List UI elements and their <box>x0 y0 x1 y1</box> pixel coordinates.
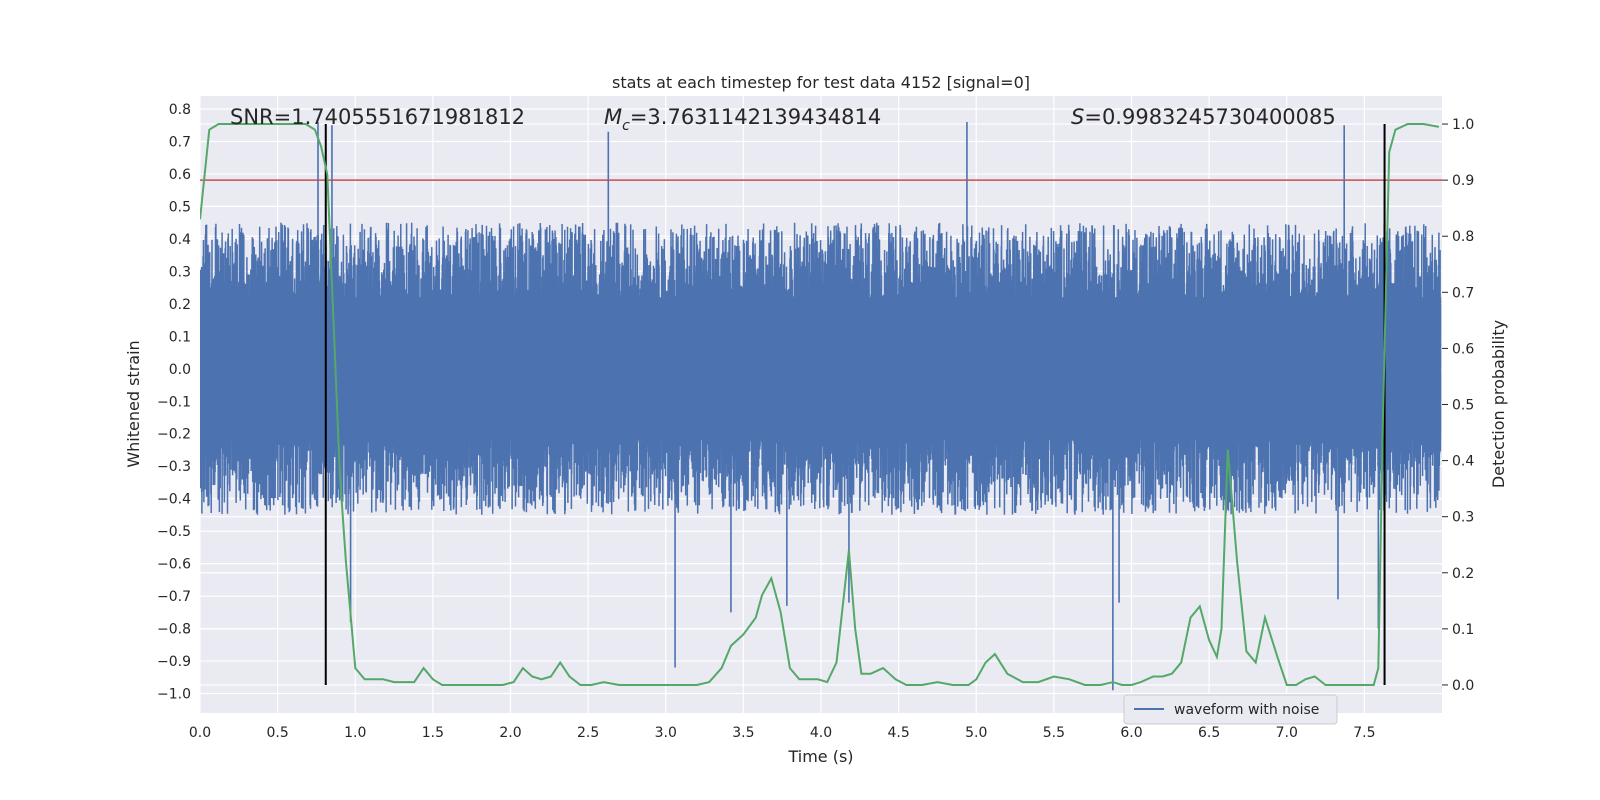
x-axis-label: Time (s) <box>787 747 853 766</box>
y-tick-label: −0.3 <box>157 459 191 475</box>
waveform-spikes <box>317 121 1380 691</box>
y-tick-label: −0.9 <box>157 654 191 670</box>
x-tick-label: 1.5 <box>422 725 444 741</box>
x-tick-label: 2.5 <box>577 725 599 741</box>
y-tick-label: 0.3 <box>169 264 191 280</box>
y2-tick-label: 0.0 <box>1452 678 1474 694</box>
y-tick-label: −0.4 <box>157 492 191 508</box>
y-tick-label: 0.0 <box>169 362 191 378</box>
y-tick-label: −0.2 <box>157 427 191 443</box>
y-ticks: −1.0 −0.9 −0.8 −0.7 −0.6 −0.5 −0.4 −0.3 −0.2 −0.1… <box>157 102 191 703</box>
chirp-mass-subscript: c <box>622 118 630 134</box>
chirp-mass-annotation: Mc=3.7631142139434814 <box>604 105 881 134</box>
y-tick-label: 0.5 <box>169 199 191 215</box>
score-value: =0.9983245730400085 <box>1084 105 1335 129</box>
y2-tick-label: 0.4 <box>1452 454 1474 470</box>
x-tick-label: 4.5 <box>887 725 909 741</box>
chirp-mass-symbol: M <box>604 105 622 129</box>
legend: waveform with noise <box>1123 694 1338 725</box>
x-tick-label: 6.0 <box>1120 725 1142 741</box>
legend-box <box>1123 694 1338 725</box>
y2-tick-label: 0.8 <box>1452 229 1474 245</box>
y-tick-label: 0.1 <box>169 329 191 345</box>
y-tick-label: −1.0 <box>157 687 191 703</box>
probability-series <box>200 123 1440 686</box>
x-tick-label: 3.5 <box>732 725 754 741</box>
x-tick-label: 3.0 <box>655 725 677 741</box>
x-tick-label: 5.0 <box>965 725 987 741</box>
y2-tick-label: 0.3 <box>1452 510 1474 526</box>
x-tick-label: 5.5 <box>1043 725 1065 741</box>
x-tick-label: 7.0 <box>1276 725 1298 741</box>
waveform-core-band <box>200 297 1442 441</box>
y2-tick-label: 0.7 <box>1452 285 1474 301</box>
vertical-markers <box>324 124 1386 685</box>
score-symbol: S <box>1071 105 1084 129</box>
y-tick-label: 0.7 <box>169 134 191 150</box>
x-tick-label: 7.5 <box>1353 725 1375 741</box>
y-tick-label: −0.5 <box>157 524 191 540</box>
y-tick-label: −0.1 <box>157 394 191 410</box>
y2-tick-label: 0.5 <box>1452 398 1474 414</box>
y2-tick-label: 0.9 <box>1452 173 1474 189</box>
y-tick-label: 0.6 <box>169 167 191 183</box>
x-ticks: 0.0 0.5 1.0 1.5 2.0 2.5 3.0 3.5 4.0 4.5 5.0 5.5 6.0 6… <box>189 725 1376 741</box>
score-annotation: S=0.9983245730400085 <box>1071 105 1336 129</box>
y2-tick-label: 1.0 <box>1452 117 1474 133</box>
y2-tick-label: 0.6 <box>1452 341 1474 357</box>
legend-entry: waveform with noise <box>1174 702 1319 718</box>
y-axis-label: Whitened strain <box>124 340 143 467</box>
y2-ticks: 0.0 0.1 0.2 0.3 0.4 0.5 0.6 0.7 0.8 0.9 1.0 <box>1442 117 1474 694</box>
x-tick-label: 2.0 <box>499 725 521 741</box>
y2-tick-label: 0.2 <box>1452 566 1474 582</box>
y2-axis-label: Detection probability <box>1489 320 1508 488</box>
chirp-mass-value: =3.7631142139434814 <box>630 105 881 129</box>
y-tick-label: −0.8 <box>157 622 191 638</box>
snr-annotation: SNR=1.7405551671981812 <box>230 105 525 129</box>
x-tick-label: 0.0 <box>189 725 211 741</box>
y-tick-label: −0.7 <box>157 589 191 605</box>
y-tick-label: 0.4 <box>169 232 191 248</box>
x-tick-label: 1.0 <box>344 725 366 741</box>
y-tick-label: 0.8 <box>169 102 191 118</box>
y2-tick-label: 0.1 <box>1452 622 1474 638</box>
y-tick-label: −0.6 <box>157 557 191 573</box>
chart-title: stats at each timestep for test data 415… <box>612 73 1030 92</box>
y-tick-label: 0.2 <box>169 297 191 313</box>
x-tick-label: 4.0 <box>810 725 832 741</box>
x-tick-label: 0.5 <box>266 725 288 741</box>
x-tick-label: 6.5 <box>1198 725 1220 741</box>
